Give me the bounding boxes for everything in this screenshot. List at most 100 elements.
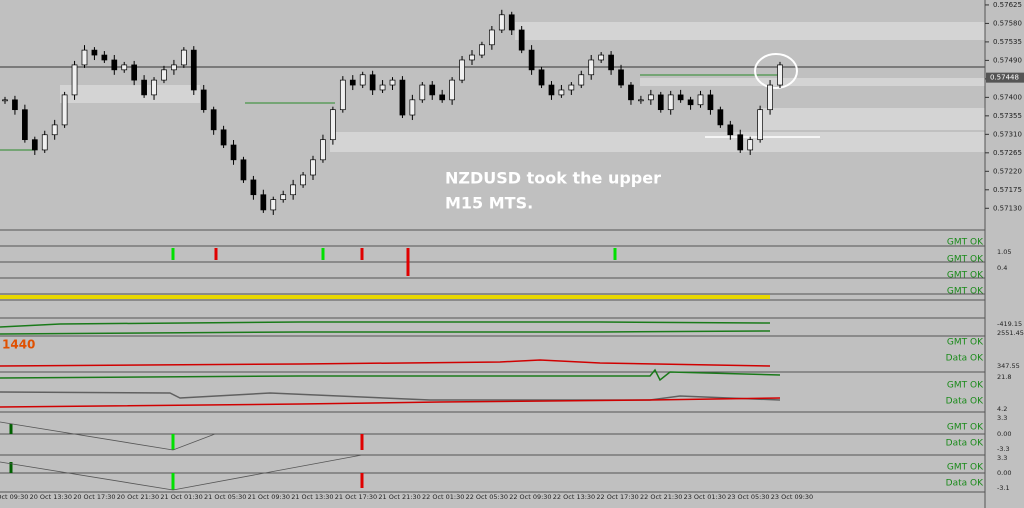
candle (489, 29, 495, 46)
time-label: 23 Oct 01:30 (684, 493, 726, 501)
indicator-lines (0, 295, 781, 491)
price-tick-label: 0.57265 (993, 149, 1022, 157)
status-label: Data OK (946, 479, 984, 489)
candle (479, 44, 485, 56)
candle (389, 79, 396, 86)
candle (498, 14, 505, 31)
candle (469, 54, 475, 61)
panel-axis-value: 0.00 (997, 430, 1011, 438)
candle (220, 129, 227, 146)
annotation: NZDUSD took the upper M15 MTS. (445, 169, 661, 213)
candle (777, 64, 783, 86)
candle (399, 79, 406, 116)
candle (270, 199, 277, 211)
status-label: Data OK (946, 354, 984, 364)
candle (81, 49, 88, 66)
candle (51, 124, 58, 136)
candle (638, 99, 644, 102)
time-label: 21 Oct 17:30 (335, 493, 377, 501)
candle (449, 79, 455, 101)
candle (767, 84, 773, 111)
candle (12, 99, 18, 111)
price-tick-label: 0.57535 (993, 38, 1022, 46)
candle (657, 94, 664, 111)
time-label: 22 Oct 13:30 (553, 493, 595, 501)
candle (190, 49, 197, 91)
panel-axis-value: 0.4 (997, 264, 1007, 272)
candle (71, 64, 78, 96)
candle (747, 139, 754, 151)
candle (608, 54, 614, 71)
candle (339, 79, 346, 111)
price-tick-label: 0.57490 (993, 56, 1022, 64)
panel-axis-value: -3.1 (997, 484, 1010, 492)
status-label: GMT OK (947, 238, 984, 248)
candle (151, 79, 157, 96)
candle (349, 79, 356, 86)
candle (111, 59, 118, 71)
panel-axis-value: -419.15 (997, 320, 1022, 328)
candle (131, 64, 138, 81)
candle (618, 69, 624, 86)
candle (161, 69, 167, 81)
time-label: 23 Oct 05:30 (727, 493, 769, 501)
candle (359, 74, 366, 86)
time-label: 22 Oct 17:30 (596, 493, 638, 501)
price-tick-label: 0.57175 (993, 186, 1022, 194)
candle (687, 99, 694, 106)
price-tick-label: 0.57130 (993, 204, 1022, 212)
candle (280, 194, 287, 201)
candle (101, 54, 108, 61)
candle (409, 99, 416, 116)
candle (538, 69, 545, 86)
candle (250, 179, 257, 196)
candle (578, 74, 585, 86)
signal-bars (9, 248, 617, 490)
status-label: GMT OK (947, 463, 984, 473)
candle (300, 174, 306, 186)
status-label: GMT OK (947, 255, 984, 265)
candle (240, 159, 247, 181)
time-label: 20 Oct 13:30 (30, 493, 72, 501)
time-label: 21 Oct 09:30 (248, 493, 290, 501)
current-price-box (986, 72, 1024, 83)
candle (647, 94, 654, 101)
annotation-line: M15 MTS. (445, 194, 533, 213)
status-label: GMT OK (947, 381, 984, 391)
panel-axis-value: 3.3 (997, 454, 1007, 462)
time-label: 23 Oct 09:30 (771, 493, 813, 501)
candle (548, 84, 555, 96)
status-label: Data OK (946, 439, 984, 449)
candle (528, 49, 535, 71)
time-label: 22 Oct 21:30 (640, 493, 682, 501)
price-tick-label: 0.57355 (993, 112, 1022, 120)
panel-separators (0, 0, 986, 508)
panel-axis-value: -3.3 (997, 445, 1010, 453)
annotation-line: NZDUSD took the upper (445, 169, 661, 188)
candle (558, 89, 565, 96)
candle (439, 94, 446, 101)
price-tick-label: 0.57400 (993, 93, 1022, 101)
price-tick-label: 0.57220 (993, 167, 1022, 175)
panel-axis-value: 4.2 (997, 405, 1007, 413)
candle (429, 84, 436, 96)
current-price: 0.57448 (990, 74, 1019, 82)
period-label: 1440 (2, 338, 35, 352)
candle (260, 194, 267, 211)
time-label: 21 Oct 21:30 (378, 493, 420, 501)
time-label: 22 Oct 01:30 (422, 493, 464, 501)
candle (598, 54, 605, 61)
candle (717, 109, 724, 126)
candle (200, 89, 207, 111)
candle (210, 109, 217, 131)
panel-axis-value: 1.05 (997, 248, 1011, 256)
candle (628, 84, 634, 101)
panel-axis-value: 347.55 (997, 362, 1020, 370)
candle (61, 94, 68, 126)
candle (171, 64, 177, 71)
status-label: GMT OK (947, 287, 984, 297)
candle (310, 159, 316, 176)
panel-axis-value: 21.8 (997, 373, 1011, 381)
